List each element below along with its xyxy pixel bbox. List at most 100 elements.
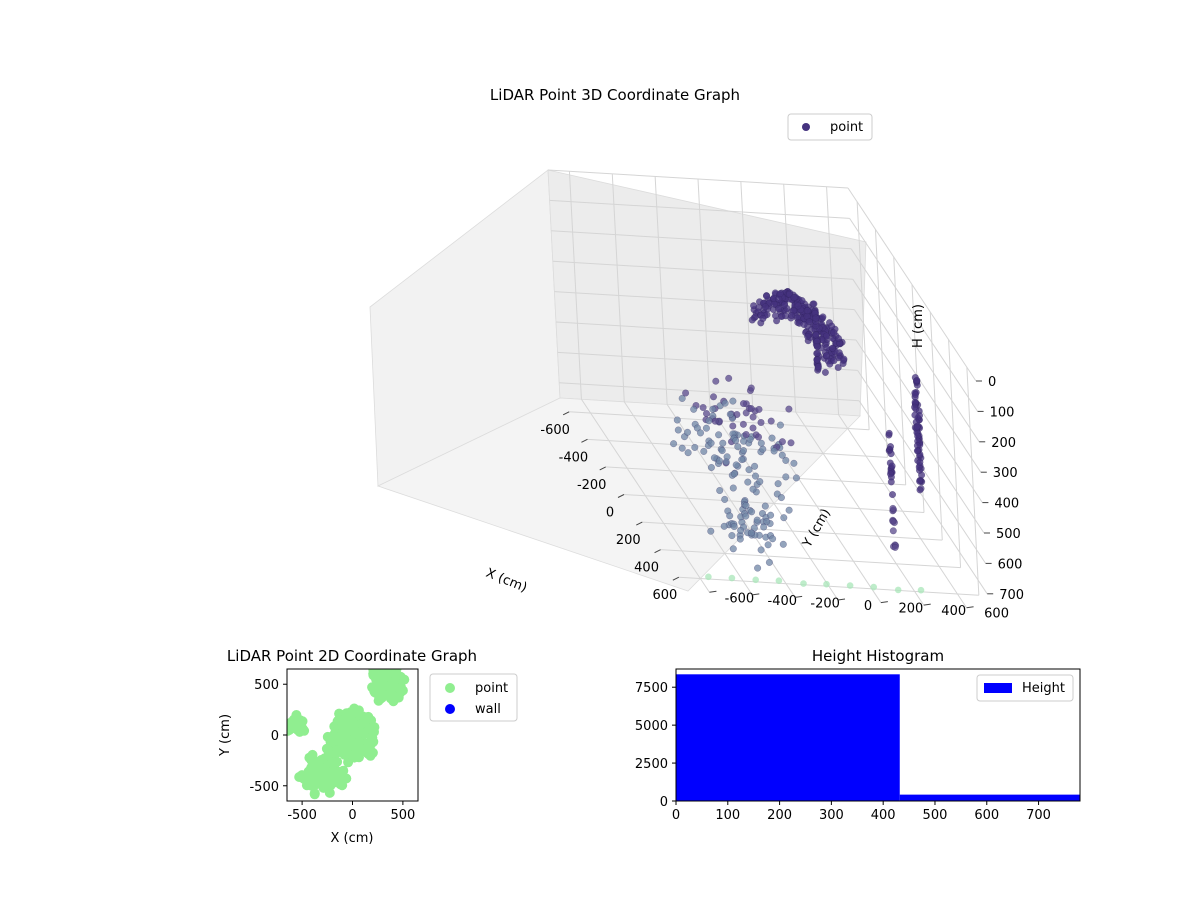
x-tick-label-2d: 500 [390,808,415,823]
legend-marker-point-2d [445,683,455,693]
data-point-3d [736,535,744,543]
axes-panes-3d [369,169,867,592]
y-axis-label-2d: Y (cm) [218,714,233,757]
data-point-3d [794,302,802,310]
ticks-2d: -500 0 500 -500 0 500 [249,678,415,823]
data-point-3d [917,586,925,594]
gridline-back-x [874,229,888,458]
data-point-3d [670,440,678,448]
data-point-3d [757,439,765,447]
data-point-3d [800,580,807,587]
data-point-3d [800,321,808,329]
data-point-3d [715,431,723,439]
data-point-3d [768,434,776,442]
data-point-3d [787,311,796,320]
data-point-3d [750,524,758,532]
x-tick-label-2d: -500 [287,808,317,823]
data-point-2d [388,679,399,690]
chart-title-histogram: Height Histogram [812,647,944,665]
data-point-3d [726,410,734,418]
gridline-side-h [549,199,850,219]
y-tick-label-3d: 0 [864,599,872,614]
data-point-2d [343,757,354,768]
data-point-3d [678,444,686,452]
data-point-3d [691,443,699,451]
y-tick-label-3d: 600 [984,607,1009,622]
legend-marker-point-3d [802,123,810,131]
data-point-3d [730,522,738,531]
data-point-2d [329,757,340,768]
histogram-bar [899,794,1080,801]
data-point-3d [674,426,682,434]
y-tick-label-2d: 500 [254,678,279,693]
gridline-back-h [849,218,979,412]
data-point-3d [715,457,723,465]
x-tick-label-histogram: 100 [715,808,740,823]
x-axis-label-3d: X (cm) [484,566,529,596]
data-point-3d [673,416,681,424]
data-point-3d [775,577,783,584]
data-point-3d [744,478,752,486]
data-point-2d [321,777,332,788]
x-tick-label-3d: 0 [606,506,614,521]
data-point-2d [353,750,364,761]
y-tick-label-3d: -400 [768,594,798,609]
data-point-3d [732,461,740,469]
gridline-floor-y [838,414,967,608]
data-point-3d [707,527,715,535]
data-point-3d [913,376,921,384]
height-histogram: Height Histogram 0 100 200 300 400 500 600 7000… [635,647,1081,823]
x-tick-label-histogram: 500 [923,808,948,823]
data-point-3d [804,332,812,340]
gridline-side-h [552,260,853,280]
y-tick-label-histogram: 7500 [635,681,668,696]
data-point-3d [707,463,715,472]
data-point-3d [757,418,765,427]
gridline-side-h [547,169,849,189]
data-point-3d [790,294,798,302]
y-tick-label-2d: 0 [271,729,279,744]
data-point-3d [916,486,924,494]
data-point-3d [690,405,698,413]
data-point-3d [746,435,754,443]
data-point-3d [739,420,747,428]
data-point-3d [754,433,763,441]
data-point-3d [870,583,877,591]
y-tick-mark-3d [966,606,974,609]
h-tick-label-3d: 400 [994,497,1019,512]
data-point-3d [696,429,705,437]
data-point-3d [761,502,769,510]
legend-histogram: Height [976,674,1074,702]
gridline-back-x [966,367,980,596]
data-point-3d [740,437,748,445]
data-point-3d [729,484,737,492]
data-point-3d [699,403,707,412]
data-point-2d [345,712,356,723]
scatter-2d-plot: LiDAR Point 2D Coordinate Graph -500 0 500… [218,647,518,846]
data-point-3d [894,586,902,594]
x-tick-mark-3d [581,438,588,443]
data-point-3d [911,403,919,411]
y-tick-mark-3d [752,593,760,596]
data-point-3d [751,462,759,470]
x-axis-label-2d: X (cm) [331,831,374,846]
data-point-3d [755,405,763,413]
data-point-3d [821,368,829,376]
data-point-2d [380,669,391,680]
data-point-2d [323,748,334,759]
data-point-3d [812,314,820,322]
gridline-floor-y [581,399,710,593]
data-point-3d [888,462,896,470]
h-tick-label-3d: 700 [999,588,1024,603]
x-tick-label-3d: 400 [634,561,659,576]
data-point-3d [757,546,765,554]
data-point-3d [711,417,719,425]
data-point-3d [814,363,822,371]
legend-3d: point [787,113,873,141]
data-point-3d [759,445,767,453]
data-point-3d [886,443,895,451]
data-point-3d [846,582,854,589]
data-point-2d [384,689,395,700]
data-point-3d [891,543,899,551]
gridline-side-h [559,382,860,402]
